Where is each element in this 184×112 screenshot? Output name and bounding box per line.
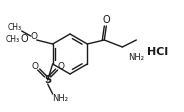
Text: NH₂: NH₂	[128, 53, 144, 61]
Text: CH₃: CH₃	[8, 23, 22, 31]
Text: O: O	[30, 31, 37, 41]
Text: CH₃: CH₃	[6, 34, 20, 43]
Text: HCl: HCl	[147, 47, 169, 57]
Text: O: O	[102, 15, 110, 25]
Text: O: O	[57, 61, 64, 70]
Text: S: S	[44, 75, 51, 85]
Text: O: O	[21, 34, 29, 44]
Text: NH₂: NH₂	[52, 94, 68, 102]
Text: O: O	[31, 61, 38, 70]
